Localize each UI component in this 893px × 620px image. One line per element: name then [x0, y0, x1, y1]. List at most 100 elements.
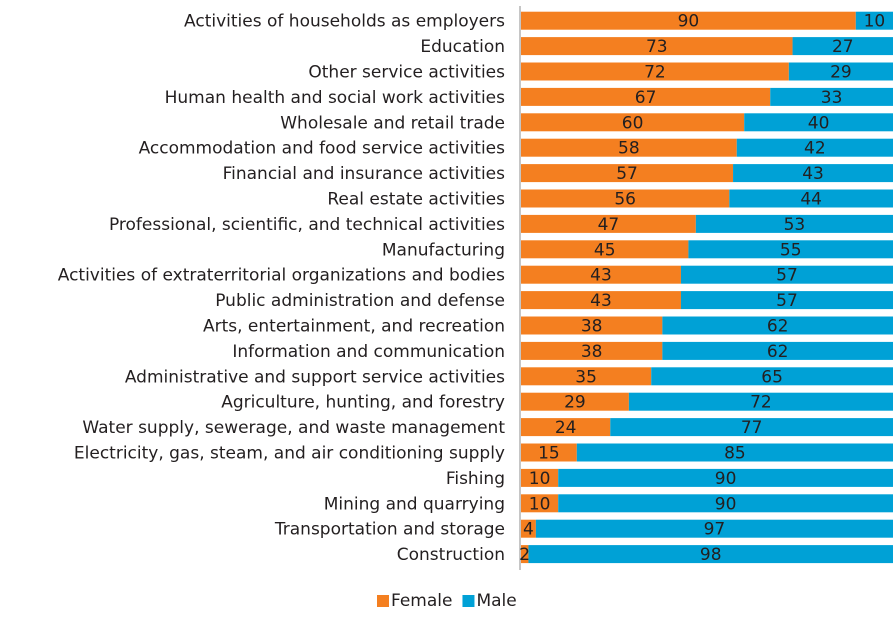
bar-female — [521, 341, 663, 360]
value-label-male: 65 — [761, 367, 783, 387]
value-label-female: 72 — [644, 63, 666, 83]
bar-female — [521, 494, 559, 513]
value-label-female: 2 — [519, 545, 530, 565]
bar-female — [521, 265, 681, 284]
bar-male — [558, 468, 893, 487]
bar-male — [610, 418, 893, 437]
bar-female — [521, 316, 663, 335]
value-label-male: 33 — [821, 88, 843, 108]
bar-male — [688, 240, 893, 259]
value-label-female: 56 — [614, 190, 636, 210]
bar-male — [695, 214, 893, 233]
legend-swatch-female — [377, 595, 389, 607]
value-label-female: 38 — [581, 342, 603, 362]
bar-female — [521, 468, 559, 487]
bar-female — [521, 418, 611, 437]
category-label: Transportation and storage — [274, 520, 505, 540]
bars-group — [521, 11, 893, 564]
value-label-male: 27 — [832, 37, 854, 57]
category-labels: Activities of households as employers Edu… — [58, 12, 506, 565]
value-label-female: 58 — [618, 139, 640, 159]
bar-male — [535, 519, 893, 538]
value-label-male: 55 — [780, 240, 802, 260]
value-label-female: 10 — [529, 469, 551, 489]
category-label: Fishing — [446, 469, 505, 489]
category-label: Manufacturing — [382, 240, 505, 260]
bar-male — [729, 189, 893, 208]
category-label: Accommodation and food service activitie… — [139, 139, 506, 159]
value-label-female: 57 — [616, 164, 638, 184]
bar-female — [521, 545, 529, 564]
value-label-male: 40 — [808, 113, 830, 133]
value-label-female: 90 — [678, 12, 700, 32]
bar-female — [521, 11, 856, 30]
category-label: Wholesale and retail trade — [280, 113, 505, 133]
value-label-female: 47 — [598, 215, 620, 235]
value-label-male: 97 — [704, 520, 726, 540]
value-label-male: 42 — [804, 139, 826, 159]
value-label-male: 62 — [767, 342, 789, 362]
bar-female — [521, 113, 745, 132]
value-label-male: 77 — [741, 418, 763, 438]
value-label-female: 67 — [635, 88, 657, 108]
bar-female — [521, 291, 681, 310]
value-label-male: 90 — [715, 469, 737, 489]
bar-female — [521, 37, 793, 56]
category-label: Administrative and support service activ… — [125, 367, 505, 387]
bar-female — [521, 164, 734, 183]
bar-male — [744, 113, 893, 132]
value-label-male: 44 — [800, 190, 822, 210]
bar-male — [662, 316, 893, 335]
legend: Female Male — [377, 591, 517, 611]
bar-male — [680, 291, 893, 310]
value-label-female: 29 — [564, 393, 586, 413]
bar-male — [680, 265, 893, 284]
value-label-female: 45 — [594, 240, 616, 260]
bar-male — [528, 545, 893, 564]
bar-female — [521, 138, 737, 157]
legend-swatch-male — [462, 595, 475, 607]
value-label-female: 38 — [581, 317, 603, 337]
category-label: Activities of households as employers — [184, 12, 505, 32]
value-label-female: 15 — [538, 444, 560, 464]
bar-male — [788, 62, 893, 81]
bar-female — [521, 240, 689, 259]
value-label-male: 57 — [776, 291, 798, 311]
bar-male — [736, 138, 893, 157]
category-label: Arts, entertainment, and recreation — [203, 317, 505, 337]
category-label: Water supply, sewerage, and waste manage… — [82, 418, 505, 438]
value-label-female: 60 — [622, 113, 644, 133]
bar-female — [521, 189, 730, 208]
bar-female — [521, 519, 536, 538]
legend-label-male: Male — [476, 591, 516, 611]
category-label: Professional, scientific, and technical … — [109, 215, 505, 235]
category-label: Activities of extraterritorial organizat… — [58, 266, 505, 286]
bar-female — [521, 392, 629, 411]
value-label-female: 35 — [575, 367, 597, 387]
value-label-female: 43 — [590, 266, 612, 286]
category-label: Other service activities — [308, 63, 505, 83]
bar-female — [521, 214, 696, 233]
value-label-male: 43 — [802, 164, 824, 184]
category-label: Education — [420, 37, 505, 57]
value-label-male: 98 — [700, 545, 722, 565]
bar-female — [521, 367, 652, 386]
category-label: Agriculture, hunting, and forestry — [221, 393, 505, 413]
bar-female — [521, 62, 789, 81]
value-label-female: 24 — [555, 418, 577, 438]
category-label: Information and communication — [232, 342, 505, 362]
category-label: Public administration and defense — [215, 291, 505, 311]
category-label: Human health and social work activities — [165, 88, 506, 108]
value-label-male: 57 — [776, 266, 798, 286]
bar-male — [651, 367, 893, 386]
category-label: Electricity, gas, steam, and air conditi… — [74, 444, 505, 464]
bar-male — [855, 11, 893, 30]
value-label-male: 62 — [767, 317, 789, 337]
value-label-male: 85 — [724, 444, 746, 464]
category-label: Real estate activities — [327, 190, 505, 210]
bar-male — [628, 392, 893, 411]
category-label: Mining and quarrying — [324, 494, 505, 514]
value-label-male: 72 — [750, 393, 772, 413]
